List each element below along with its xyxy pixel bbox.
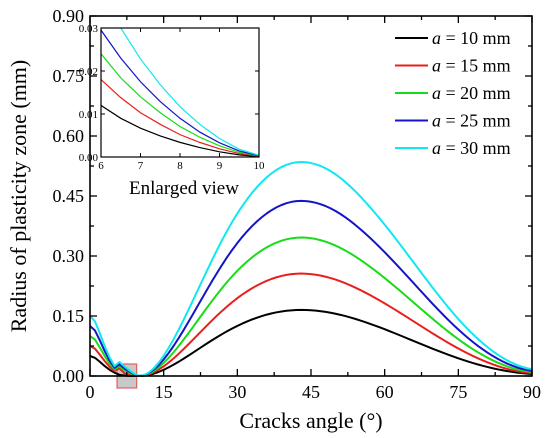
- x-tick-label: 75: [449, 382, 467, 402]
- x-axis-label: Cracks angle (°): [239, 408, 382, 433]
- inset-x-tick-label: 6: [98, 160, 104, 172]
- legend-label: a = 25 mm: [432, 111, 511, 131]
- y-tick-label: 0.60: [53, 126, 85, 146]
- series-line-2: [89, 272, 533, 377]
- inset-x-tick-label: 9: [217, 160, 223, 172]
- y-tick-label: 0.30: [53, 246, 85, 266]
- inset-y-tick-label: 0.02: [79, 66, 98, 78]
- legend-variable: a: [432, 111, 441, 131]
- y-tick-label: 0.15: [53, 306, 85, 326]
- legend-label: a = 20 mm: [432, 83, 511, 103]
- legend-value: = 20 mm: [441, 83, 511, 103]
- legend-value: = 15 mm: [441, 56, 511, 76]
- legend-item-3: a = 20 mm: [395, 83, 511, 103]
- x-tick-label: 60: [376, 382, 394, 402]
- x-tick-label: 45: [302, 382, 320, 402]
- inset-plot: 6 7 8 9 10 0.00 0.01 0.02 0.03 Enlarged view: [79, 23, 265, 199]
- series-line-5: [89, 161, 533, 377]
- legend-label: a = 15 mm: [432, 56, 511, 76]
- legend-value: = 25 mm: [441, 111, 511, 131]
- legend-item-5: a = 30 mm: [395, 138, 511, 158]
- y-tick-label: 0.45: [53, 186, 85, 206]
- legend-variable: a: [432, 56, 441, 76]
- series-line-4: [89, 199, 533, 377]
- legend-label: a = 10 mm: [432, 28, 511, 48]
- legend-item-4: a = 25 mm: [395, 111, 511, 131]
- inset-area: [101, 28, 259, 157]
- y-tick-label: 0.75: [53, 66, 85, 86]
- x-tick-label: 90: [523, 382, 541, 402]
- legend-variable: a: [432, 28, 441, 48]
- legend-value: = 10 mm: [441, 28, 511, 48]
- legend-variable: a: [432, 138, 441, 158]
- legend: a = 10 mma = 15 mma = 20 mma = 25 mma = …: [395, 28, 511, 158]
- y-tick-label: 0.90: [53, 6, 85, 26]
- inset-title: Enlarged view: [129, 178, 239, 199]
- series-line-3: [89, 236, 533, 377]
- y-tick-label: 0.00: [53, 366, 85, 386]
- inset-series-line-2: [101, 79, 259, 157]
- legend-item-1: a = 10 mm: [395, 28, 511, 48]
- inset-y-tick-label: 0.03: [79, 23, 99, 35]
- inset-series-line-4: [101, 29, 259, 157]
- plot-frame: [89, 15, 533, 377]
- legend-label: a = 30 mm: [432, 138, 511, 158]
- inset-series-line-5: [120, 28, 259, 156]
- legend-item-2: a = 15 mm: [395, 56, 511, 76]
- inset-series-line-1: [101, 104, 259, 157]
- legend-value: = 30 mm: [441, 138, 511, 158]
- x-tick-label: 30: [228, 382, 246, 402]
- inset-x-tick-label: 8: [177, 160, 183, 172]
- inset-series-line-3: [101, 53, 259, 157]
- inset-y-tick-label: 0.01: [79, 109, 98, 121]
- x-tick-label: 15: [155, 382, 173, 402]
- x-tick-label: 0: [86, 382, 95, 402]
- y-axis-label: Radius of plasticity zone (mm): [6, 60, 31, 333]
- inset-x-tick-label: 10: [254, 160, 266, 172]
- inset-y-tick-label: 0.00: [79, 152, 99, 164]
- legend-variable: a: [432, 83, 441, 103]
- inset-x-tick-label: 7: [138, 160, 144, 172]
- inset-frame: [100, 27, 260, 158]
